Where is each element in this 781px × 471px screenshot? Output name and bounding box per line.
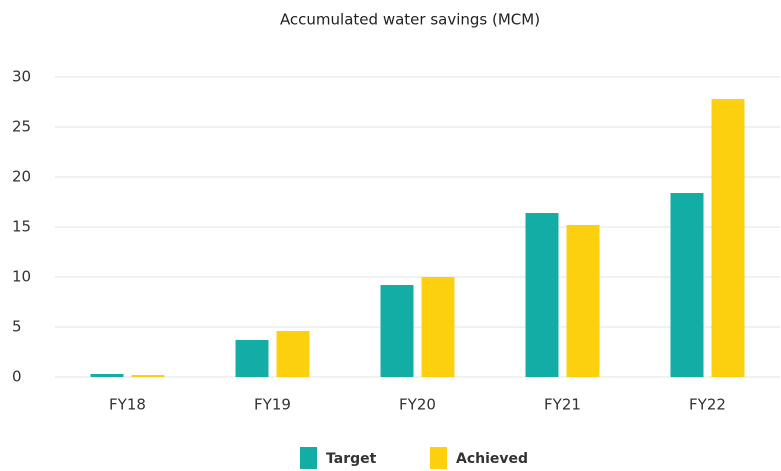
bar xyxy=(90,374,124,377)
legend-swatch xyxy=(430,447,447,469)
bar xyxy=(380,285,414,377)
bar xyxy=(566,225,600,377)
bar xyxy=(131,375,165,377)
legend-label: Achieved xyxy=(456,451,528,467)
x-tick-label: FY20 xyxy=(399,396,436,414)
bar xyxy=(276,331,310,377)
legend-swatch xyxy=(300,447,317,469)
bar xyxy=(711,99,745,377)
legend-label: Target xyxy=(326,451,377,467)
y-tick-label: 20 xyxy=(12,168,31,186)
y-tick-label: 5 xyxy=(12,318,22,336)
y-tick-label: 0 xyxy=(12,368,22,386)
x-tick-label: FY22 xyxy=(689,396,726,414)
y-tick-label: 10 xyxy=(12,268,31,286)
bar xyxy=(421,277,455,377)
y-tick-label: 30 xyxy=(12,68,31,86)
y-tick-label: 25 xyxy=(12,118,31,136)
bar xyxy=(670,193,704,377)
x-tick-label: FY18 xyxy=(109,396,146,414)
chart-title: Accumulated water savings (MCM) xyxy=(280,11,540,29)
bar xyxy=(525,213,559,377)
x-tick-label: FY19 xyxy=(254,396,291,414)
y-tick-label: 15 xyxy=(12,218,31,236)
bar xyxy=(235,340,269,377)
x-tick-label: FY21 xyxy=(544,396,581,414)
